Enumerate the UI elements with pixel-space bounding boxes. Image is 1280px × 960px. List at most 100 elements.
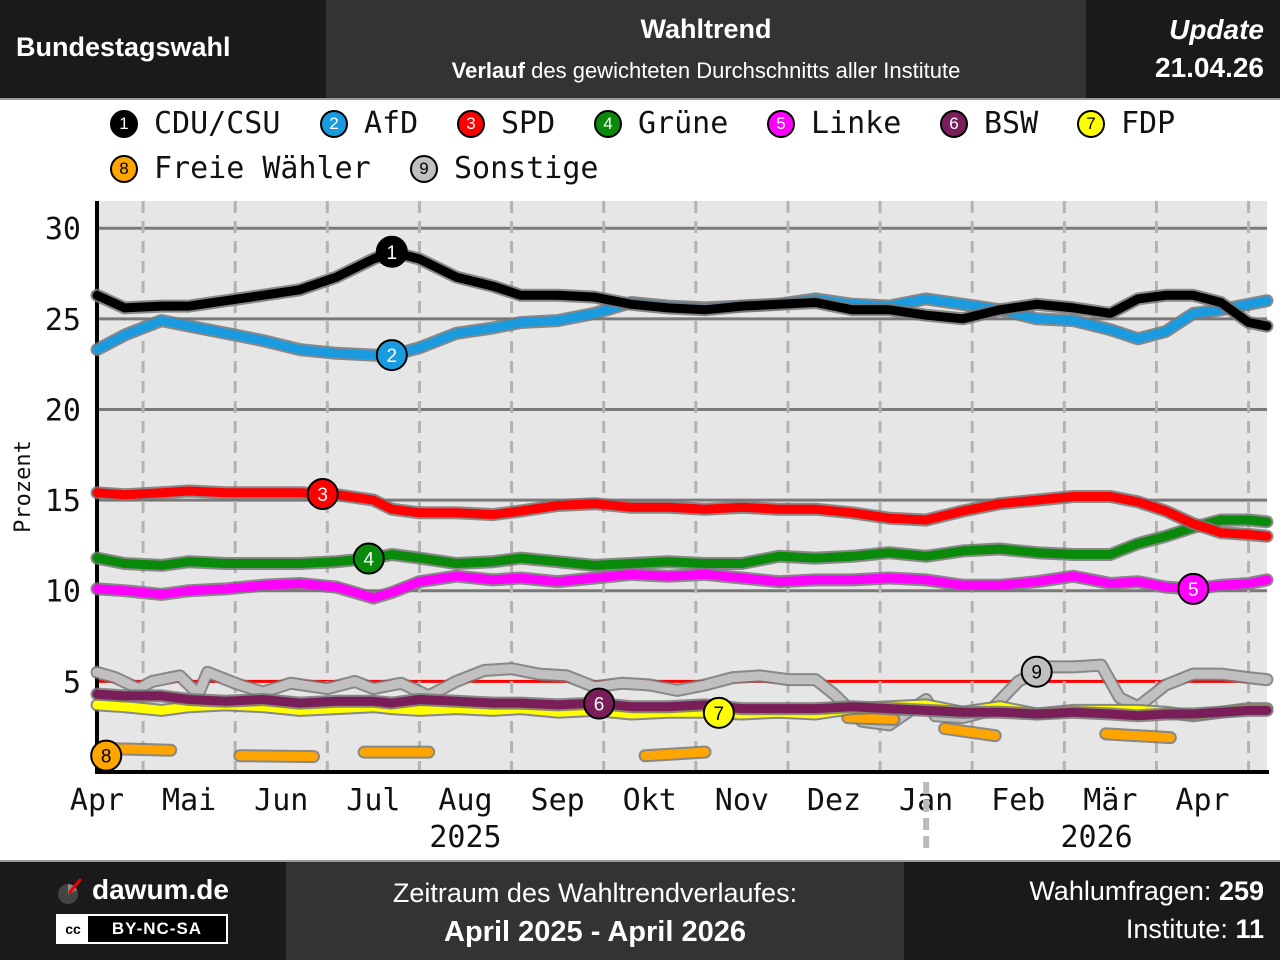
legend-label: CDU/CSU [154,106,281,141]
institutes-count: Institute: 11 [1126,914,1264,945]
badge-number: 9 [1031,663,1042,684]
legend-item-cdu: 1 CDU/CSU [110,106,280,141]
badge-circle [1020,655,1053,688]
series-spd [90,484,1274,543]
series-line [92,689,1272,721]
subtitle-bold: Verlauf [451,58,526,83]
legend-label: BSW [984,106,1039,141]
chart-title: Wahltrend [640,14,772,44]
legend-item-fw: 8 Freie Wähler [110,151,371,186]
y-tick-label: 10 [45,575,81,610]
period-label: Zeitraum des Wahltrendverlaufes: [392,878,798,908]
badge-number: 7 [714,704,725,725]
update-date: 21.04.26 [1155,52,1264,83]
series-line [92,515,1272,570]
badge-circle [583,687,616,720]
legend-label: Linke [811,106,902,141]
series-badge: 5 [1177,572,1210,605]
legend-badge: 8 [110,154,138,183]
badge-number: 4 [363,550,374,571]
x-tick-label: Apr [70,783,124,818]
badge-circle [352,542,385,575]
x-tick-label: Apr [1175,783,1229,818]
series-line [92,247,1272,331]
header-divider [0,98,1280,100]
legend-label: FDP [1121,106,1176,141]
series-freie-w-hler [95,711,1177,764]
y-tick-label: 5 [63,665,81,700]
legend-item-linke: 5 Linke [767,106,901,141]
y-axis-label: Prozent [11,440,36,533]
legend-item-sonstige: 9 Sonstige [410,151,599,186]
y-tick-label: 20 [45,393,81,428]
legend-badge: 2 [320,109,348,138]
polls-label: Wahlumfragen: [1029,876,1212,906]
x-tick-label: Aug [438,783,492,818]
badge-number: 3 [317,485,328,506]
footer-brand: dawum.de cc BY-NC-SA [0,862,286,960]
footer-stats: Wahlumfragen: 259 Institute: 11 [904,862,1280,960]
badge-circle [702,696,735,729]
series-badge: 6 [583,687,616,720]
license-badge[interactable]: cc BY-NC-SA [56,914,228,944]
chart-subtitle: Verlauf des gewichteten Durchschnitts al… [326,58,1086,84]
legend-item-afd: 2 AfD [320,106,418,141]
cc-icon: cc [65,921,81,937]
series-line [92,569,1272,603]
header-left: Bundestagswahl [0,0,326,98]
badge-circle [1177,572,1210,605]
series-badge: 3 [306,477,339,510]
x-tick-label: Feb [991,783,1045,818]
year-label: 2026 [1060,820,1132,855]
series-bsw [90,687,1274,723]
series-linke [90,567,1274,605]
legend-badge: 6 [940,109,968,138]
badge-number: 2 [387,346,398,367]
series-line [640,747,710,761]
header-right: Update 21.04.26 [1086,0,1280,98]
legend-badge: 3 [457,109,485,138]
series-line [92,486,1272,541]
series-line [235,751,318,762]
legend-badge: 4 [594,109,622,138]
series-badge: 9 [1020,655,1053,688]
series-line [1101,729,1175,743]
badge-circle [375,339,408,372]
institutes-value: 11 [1235,914,1264,944]
badge-circle [306,477,339,510]
year-label: 2025 [429,820,501,855]
badge-number: 5 [1188,580,1199,601]
badge-number: 6 [594,695,605,716]
legend-label: Freie Wähler [154,151,371,186]
x-tick-label: Sep [531,783,585,818]
legend-item-fdp: 7 FDP [1077,106,1175,141]
series-badge: 4 [352,542,385,575]
x-tick-label: Mär [1083,783,1137,818]
legend-badge: 7 [1077,109,1105,138]
x-tick-label: Dez [807,783,861,818]
license-text: BY-NC-SA [88,916,226,942]
badge-number: 8 [101,747,112,768]
footer-divider [0,860,1280,862]
series-badge: 7 [702,696,735,729]
legend-label: AfD [364,106,419,141]
legend-item-spd: 3 SPD [457,106,555,141]
dawum-logo-icon [58,878,82,904]
polls-value: 259 [1218,876,1264,906]
site-link[interactable]: dawum.de [92,874,229,905]
series-badge: 1 [375,235,408,268]
badge-circle [90,739,123,772]
badge-number: 1 [387,243,398,264]
series-line [843,713,899,724]
period-value: April 2025 - April 2026 [444,916,746,948]
legend-badge: 9 [410,154,438,183]
legend-item-gruene: 4 Grüne [594,106,728,141]
x-tick-label: Nov [715,783,769,818]
series-sonstige [90,658,1274,732]
series-gr-ne [90,513,1274,572]
legend-label: SPD [501,106,556,141]
series-badge: 8 [90,739,123,772]
legend-badge: 5 [767,109,795,138]
series-line [92,660,1272,730]
